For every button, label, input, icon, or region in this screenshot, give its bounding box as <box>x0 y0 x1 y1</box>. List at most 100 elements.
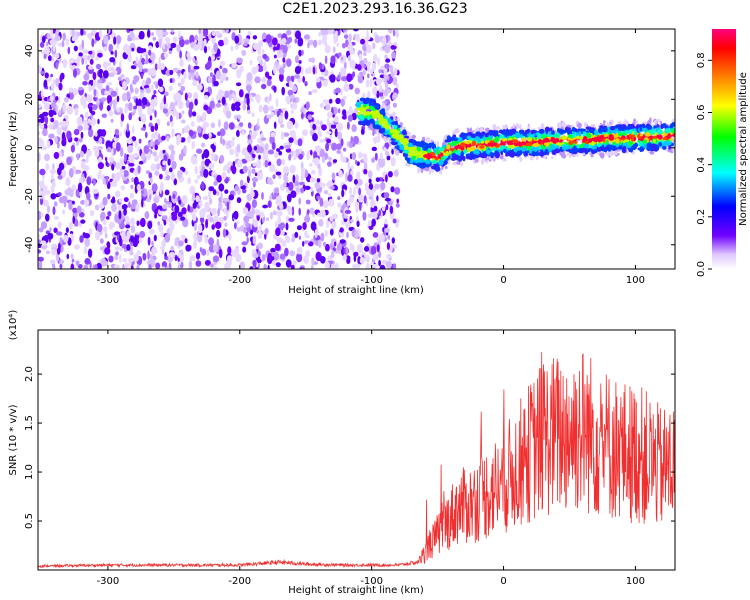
noise-point <box>203 168 209 178</box>
noise-point <box>372 253 379 261</box>
noise-point <box>213 42 218 53</box>
noise-point <box>351 112 357 121</box>
noise-point <box>249 266 254 269</box>
ridge-point <box>530 130 534 135</box>
noise-point <box>342 29 347 33</box>
noise-point <box>364 246 370 252</box>
ridge-point <box>390 121 396 125</box>
noise-point <box>97 79 103 84</box>
noise-point <box>169 153 175 162</box>
noise-point <box>181 86 186 92</box>
ridge-point <box>393 124 398 130</box>
noise-point <box>124 262 129 269</box>
ridge-point <box>399 136 404 140</box>
noise-point <box>312 133 318 142</box>
noise-point <box>171 128 175 138</box>
ridge-point <box>437 146 440 150</box>
noise-point <box>258 154 261 160</box>
noise-point <box>179 58 184 67</box>
noise-point <box>202 121 209 128</box>
ridge-point <box>645 131 650 137</box>
noise-point <box>188 108 193 118</box>
noise-point <box>128 258 132 267</box>
noise-point <box>192 202 197 209</box>
noise-point <box>84 237 91 247</box>
noise-point <box>108 43 113 53</box>
noise-point <box>288 153 292 161</box>
noise-point <box>267 149 275 155</box>
noise-point <box>276 210 283 217</box>
noise-point <box>116 161 121 170</box>
noise-point <box>146 151 152 161</box>
noise-point <box>301 112 304 120</box>
ridge-point <box>404 146 409 151</box>
noise-point <box>274 220 278 229</box>
noise-point <box>285 222 289 231</box>
noise-point <box>292 260 297 266</box>
noise-point <box>334 185 338 191</box>
noise-point <box>363 155 368 164</box>
noise-point <box>75 169 82 174</box>
noise-point <box>136 220 140 226</box>
noise-point <box>354 230 359 240</box>
noise-point <box>319 139 326 143</box>
noise-point <box>260 137 267 141</box>
noise-point <box>138 160 144 165</box>
noise-point <box>108 221 115 229</box>
noise-point <box>374 87 377 96</box>
noise-point <box>69 221 73 230</box>
noise-point <box>208 189 212 200</box>
ridge-point <box>652 139 656 144</box>
noise-point <box>280 131 285 140</box>
noise-point <box>354 87 360 95</box>
ridge-point <box>492 142 497 147</box>
noise-point <box>338 108 341 114</box>
y-tick-label: 1.5 <box>24 415 35 431</box>
noise-point <box>102 196 108 206</box>
noise-point <box>299 266 304 269</box>
noise-point <box>327 111 333 118</box>
noise-point <box>131 199 138 206</box>
ridge-point <box>456 140 460 145</box>
noise-point <box>284 247 289 257</box>
ridge-point <box>645 125 648 129</box>
spread-point <box>385 112 390 116</box>
noise-point <box>70 263 75 269</box>
noise-point <box>257 49 262 55</box>
ridge-point <box>475 150 480 155</box>
ridge-point <box>438 159 444 166</box>
noise-point <box>193 232 198 242</box>
noise-point <box>193 91 199 101</box>
noise-point <box>322 36 326 45</box>
noise-point <box>177 170 183 179</box>
noise-point <box>211 134 216 139</box>
ridge-point <box>561 135 567 140</box>
noise-point <box>251 112 255 118</box>
ridge-point <box>540 129 544 133</box>
noise-point <box>187 135 191 144</box>
noise-point <box>349 59 356 69</box>
noise-point <box>213 180 218 186</box>
noise-point <box>381 35 387 45</box>
noise-point <box>296 78 303 83</box>
spread-point <box>447 160 450 165</box>
noise-point <box>153 96 158 105</box>
noise-point <box>178 251 181 259</box>
noise-point <box>273 86 277 93</box>
noise-point <box>183 71 187 80</box>
noise-point <box>152 151 158 157</box>
noise-point <box>154 63 158 71</box>
noise-point <box>345 172 349 182</box>
noise-point <box>226 201 230 211</box>
ridge-point <box>355 101 362 108</box>
noise-point <box>241 129 245 136</box>
noise-point <box>385 204 389 211</box>
noise-point <box>335 143 342 150</box>
noise-point <box>295 174 299 183</box>
noise-point <box>151 132 157 140</box>
noise-point <box>150 102 154 107</box>
noise-point <box>76 31 82 37</box>
noise-point <box>383 192 390 199</box>
